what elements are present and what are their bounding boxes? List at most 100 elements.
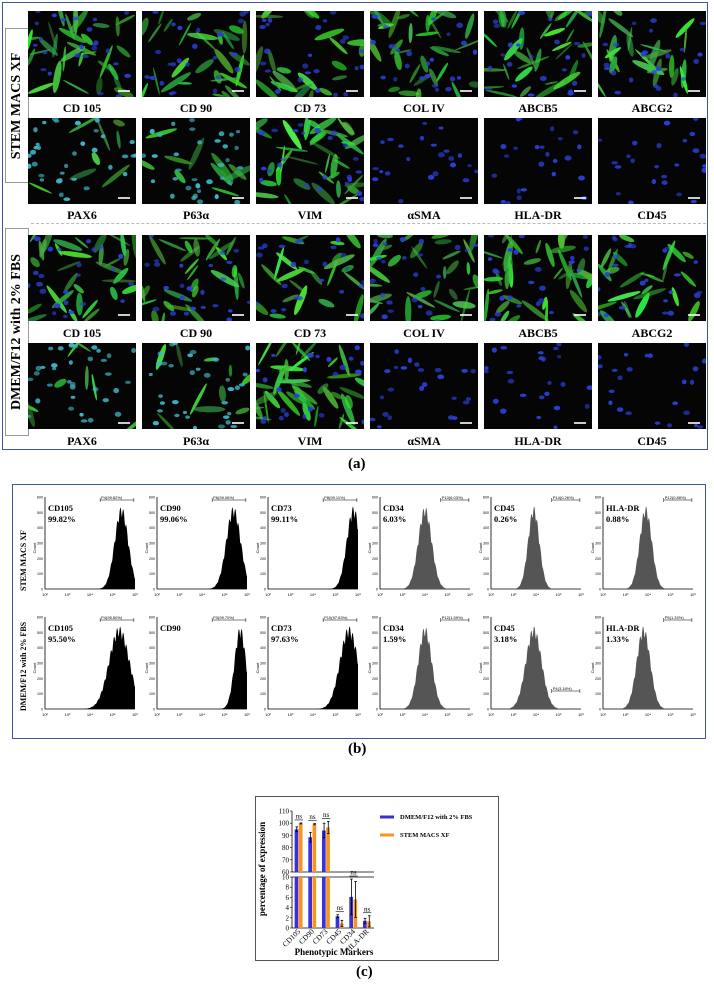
scale-bar bbox=[460, 422, 472, 424]
gate-marker bbox=[99, 618, 135, 622]
cell-nucleus bbox=[520, 188, 528, 192]
cell-cytoplasm bbox=[238, 272, 245, 289]
cell-cytoplasm bbox=[558, 269, 575, 280]
y-tick-label: 600 bbox=[260, 616, 266, 620]
cell-nucleus bbox=[626, 154, 631, 158]
cell-nucleus bbox=[189, 118, 195, 123]
cell-cytoplasm bbox=[442, 266, 447, 279]
y-tick-label: 100 bbox=[595, 572, 601, 576]
cell-cytoplasm bbox=[155, 344, 167, 370]
cell-cytoplasm bbox=[42, 235, 54, 253]
y-tick-label: 400 bbox=[372, 526, 378, 530]
gate-label: P10(6.03%) bbox=[442, 495, 464, 500]
cell-nucleus bbox=[462, 178, 470, 183]
cell-nucleus bbox=[54, 303, 61, 309]
cell-cytoplasm bbox=[338, 413, 345, 429]
cell-nucleus bbox=[315, 354, 320, 359]
cell-nucleus bbox=[639, 280, 646, 286]
cell-nucleus bbox=[372, 243, 379, 248]
cell-nucleus bbox=[448, 156, 455, 161]
cell-nucleus bbox=[672, 401, 678, 406]
cell-cytoplasm bbox=[465, 13, 475, 39]
cell-cytoplasm bbox=[433, 11, 457, 19]
cell-nucleus bbox=[342, 35, 349, 40]
cell-nucleus bbox=[465, 397, 471, 401]
cell-cytoplasm bbox=[338, 344, 350, 377]
cell-cytoplasm bbox=[370, 293, 392, 303]
cell-nucleus bbox=[425, 61, 431, 66]
cell-nucleus bbox=[280, 408, 286, 413]
y-tick-label: 400 bbox=[260, 646, 266, 650]
cell-nucleus bbox=[222, 415, 230, 419]
cell-nucleus bbox=[297, 123, 304, 127]
cell-cytoplasm bbox=[534, 48, 542, 72]
cell-nucleus bbox=[142, 153, 147, 158]
cell-cytoplasm bbox=[219, 72, 247, 89]
cell-nucleus bbox=[46, 383, 53, 387]
cell-nucleus bbox=[333, 92, 338, 97]
cell-nucleus bbox=[266, 169, 273, 173]
cell-nucleus bbox=[384, 171, 391, 176]
cell-cytoplasm bbox=[370, 254, 387, 262]
cell-nucleus bbox=[552, 158, 558, 163]
micrograph-group2-vim bbox=[256, 343, 364, 429]
cell-cytoplasm bbox=[598, 76, 606, 97]
cell-cytoplasm bbox=[256, 79, 280, 97]
cell-nucleus bbox=[60, 17, 67, 22]
cell-nucleus bbox=[400, 366, 408, 370]
cell-nucleus bbox=[560, 381, 566, 387]
micrograph-texture bbox=[256, 11, 364, 97]
marker-name: CD105 bbox=[48, 623, 73, 633]
cell-nucleus bbox=[506, 61, 513, 67]
cell-nucleus bbox=[100, 358, 108, 362]
cell-nucleus bbox=[387, 309, 394, 313]
x-tick-label: 10² bbox=[42, 712, 48, 717]
cell-nucleus bbox=[549, 126, 555, 132]
cell-nucleus bbox=[155, 361, 163, 367]
cell-cytoplasm bbox=[469, 235, 478, 253]
cell-nucleus bbox=[303, 259, 310, 265]
cell-cytoplasm bbox=[273, 364, 286, 395]
cell-cytoplasm bbox=[549, 245, 576, 254]
y-tick-label: 400 bbox=[37, 646, 43, 650]
cell-cytoplasm bbox=[224, 164, 250, 181]
cell-nucleus bbox=[699, 153, 706, 159]
cell-nucleus bbox=[452, 416, 458, 420]
cell-cytoplasm bbox=[149, 235, 166, 265]
legend-swatch bbox=[380, 833, 394, 837]
cell-cytoplasm bbox=[115, 16, 120, 37]
micrograph-label: COL IV bbox=[403, 101, 445, 115]
x-tick-label: 10³ bbox=[511, 712, 517, 717]
gate-label: P4(99.82%) bbox=[101, 495, 123, 500]
cell-nucleus bbox=[32, 270, 39, 276]
cell-cytoplasm bbox=[241, 20, 248, 54]
cell-nucleus bbox=[246, 300, 250, 304]
scale-bar bbox=[232, 314, 244, 316]
cell-nucleus bbox=[327, 135, 333, 141]
cell-nucleus bbox=[93, 129, 99, 133]
cell-nucleus bbox=[491, 173, 498, 178]
cell-nucleus bbox=[617, 375, 623, 381]
cell-cytoplasm bbox=[187, 32, 219, 40]
cell-nucleus bbox=[185, 62, 190, 67]
y-tick-label: 0 bbox=[41, 708, 43, 712]
cell-nucleus bbox=[673, 92, 678, 97]
histogram-distribution bbox=[491, 626, 581, 709]
cell-nucleus bbox=[516, 118, 523, 121]
micrograph-label: ABCG2 bbox=[631, 326, 673, 340]
y-tick-label: 0 bbox=[487, 588, 489, 592]
marker-name: CD105 bbox=[48, 503, 73, 513]
cell-cytoplasm bbox=[485, 89, 517, 97]
x-tick-label: 10⁴ bbox=[87, 712, 93, 717]
cell-nucleus bbox=[197, 189, 202, 194]
micrograph-texture bbox=[28, 118, 136, 202]
cell-cytoplasm bbox=[210, 77, 239, 82]
cell-nucleus bbox=[499, 295, 505, 301]
cell-nucleus bbox=[156, 409, 163, 413]
cell-nucleus bbox=[432, 171, 439, 177]
x-tick-label: 10³ bbox=[400, 592, 406, 597]
cell-nucleus bbox=[262, 243, 268, 248]
cell-cytoplasm bbox=[433, 280, 440, 298]
y-tick-label: 600 bbox=[37, 496, 43, 500]
histogram-distribution bbox=[268, 626, 358, 709]
